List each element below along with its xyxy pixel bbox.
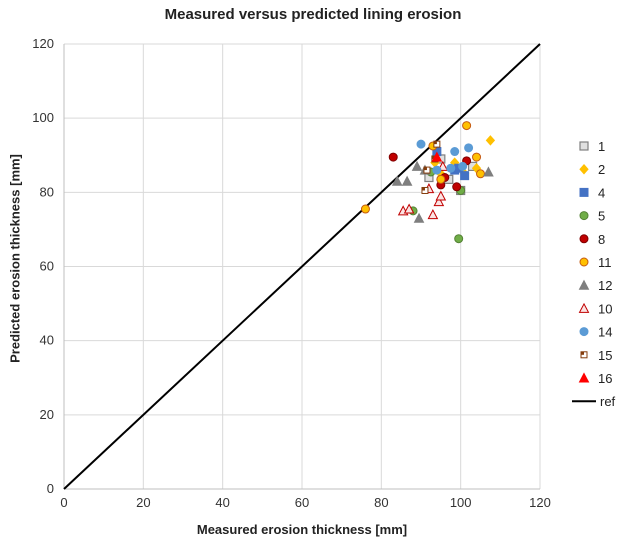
data-point-series-12 [401,175,413,186]
data-point-series-4 [460,171,470,181]
legend-marker-10 [578,302,590,313]
legend-item-14: 14 [579,325,612,340]
y-tick-label: 100 [32,110,54,125]
legend-label: 8 [598,232,605,247]
x-tick-label: 20 [136,495,150,510]
legend-label: 15 [598,348,612,363]
legend-marker-15 [580,351,588,359]
y-tick-label: 20 [40,407,54,422]
data-point-series-14 [450,147,460,157]
data-point-series-15 [421,186,429,194]
axes [63,44,540,490]
legend-label: 1 [598,139,605,154]
data-point-series-11 [436,174,446,184]
x-tick-label: 60 [295,495,309,510]
legend-marker-12 [578,279,590,290]
data-point-series-12 [413,212,425,223]
legend-item-15: 15 [580,348,612,363]
legend-marker-8 [579,234,589,244]
data-point-series-14 [432,165,442,175]
legend-item-11: 11 [579,255,612,270]
x-tick-label: 0 [60,495,67,510]
legend-label: 11 [598,255,612,270]
legend-item-4: 4 [579,185,605,200]
tick-labels: 0 20 40 60 80 100 120 0 20 40 60 80 100 120 [32,36,551,510]
legend-label: 16 [598,371,612,386]
x-tick-label: 80 [374,495,388,510]
y-tick-label: 40 [40,333,54,348]
data-point-series-11 [360,204,370,214]
data-point-series-12 [411,160,423,171]
legend-marker-2 [579,163,589,175]
legend-item-16: 16 [578,371,612,386]
legend-label: 10 [598,301,612,316]
x-tick-label: 120 [529,495,551,510]
legend-label: 4 [598,185,605,200]
legend-marker-14 [579,327,589,337]
legend-label: 5 [598,209,605,224]
data-point-series-10 [403,203,415,214]
reference-line-layer [63,43,541,490]
data-point-series-8 [388,152,398,162]
chart-title: Measured versus predicted lining erosion [164,6,462,23]
data-point-series-14 [446,163,456,173]
data-point-series-10 [433,196,445,207]
legend-marker-5 [579,211,589,221]
x-axis-label: Measured erosion thickness [mm] [196,522,408,537]
data-point-series-5 [454,234,464,244]
y-tick-label: 0 [47,481,54,496]
legend-label: 14 [598,325,612,340]
legend-item-ref: ref [572,394,616,409]
data-point-series-16 [431,151,443,162]
data-point-series-14 [464,143,474,153]
data-point-series-12 [483,166,494,177]
data-point-series-8 [452,182,462,192]
data-point-series-14 [458,161,468,171]
y-tick-label: 120 [32,36,54,51]
legend-label: ref [600,394,616,409]
data-point-series-11 [462,121,472,131]
legend-item-12: 12 [578,278,612,293]
legend-label: 12 [598,278,612,293]
legend-item-8: 8 [579,232,605,247]
legend-marker-16 [578,372,590,383]
data-point-series-11 [476,169,485,179]
legend-marker-4 [579,187,589,197]
data-point-series-14 [416,139,426,149]
legend-item-10: 10 [578,301,612,316]
legend-label: 2 [598,162,605,177]
y-tick-label: 60 [40,259,54,274]
y-tick-label: 80 [40,184,54,199]
data-point-series-15 [433,140,441,148]
reference-line [63,43,541,490]
data-point-series-2 [485,135,496,146]
data-point-series-11 [472,152,482,162]
legend-item-2: 2 [579,162,605,177]
x-tick-label: 100 [450,495,472,510]
x-tick-label: 40 [215,495,229,510]
legend-marker-1 [579,141,589,151]
y-axis-label: Predicted erosion thickness [mm] [7,154,23,363]
data-point-series-10 [435,190,447,201]
legend-item-5: 5 [579,209,605,224]
legend-item-1: 1 [579,139,605,154]
data-point-series-10 [427,209,439,220]
data-points [360,121,496,244]
legend-marker-11 [579,257,589,267]
data-point-series-12 [391,175,403,186]
data-point-series-15 [423,166,431,174]
